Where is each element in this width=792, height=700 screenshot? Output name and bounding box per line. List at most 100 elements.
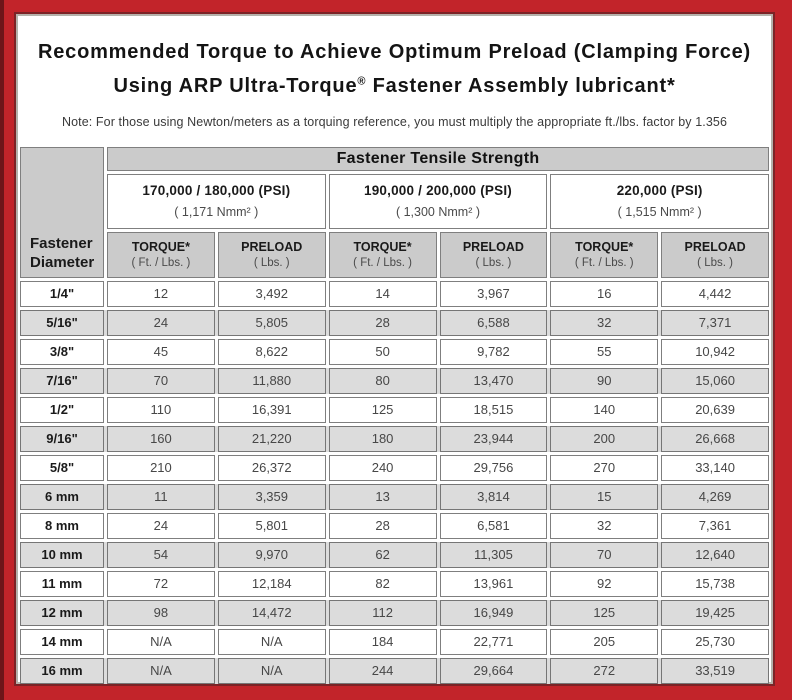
preload-column-header-2: PRELOAD ( Lbs. ) <box>439 231 548 278</box>
content-panel: Recommended Torque to Achieve Optimum Pr… <box>14 12 775 686</box>
preload-value-cell: 10,942 <box>661 338 769 365</box>
torque-value-cell: 14 <box>328 280 437 307</box>
preload-value-cell: 4,442 <box>661 280 769 307</box>
nmm2-rating: ( 1,300 Nmm² ) <box>395 205 481 220</box>
torque-value-cell: 205 <box>550 628 659 655</box>
strength-group-170-180: 170,000 / 180,000 (PSI) ( 1,171 Nmm² ) <box>107 173 326 229</box>
torque-column-header-1: TORQUE* ( Ft. / Lbs. ) <box>107 231 215 278</box>
torque-value-cell: 70 <box>107 367 215 394</box>
table-body: 1/4" 12 3,492 14 3,967 16 4,442 5/16" 24… <box>20 280 769 684</box>
preload-value-cell: 11,305 <box>439 541 548 568</box>
preload-value-cell: 6,581 <box>439 512 548 539</box>
preload-value-cell: 29,756 <box>439 454 548 481</box>
torque-value-cell: 62 <box>328 541 437 568</box>
table-row: 10 mm 54 9,970 62 11,305 70 12,640 <box>20 541 769 568</box>
table-row: 8 mm 24 5,801 28 6,581 32 7,361 <box>20 512 769 539</box>
note-text: Note: For those using Newton/meters as a… <box>61 114 727 129</box>
torque-value-cell: 184 <box>328 628 437 655</box>
diameter-cell: 12 mm <box>20 599 104 626</box>
registered-trademark-symbol: ® <box>357 75 367 87</box>
table-row: 11 mm 72 12,184 82 13,961 92 15,738 <box>20 570 769 597</box>
preload-value-cell: 8,622 <box>217 338 326 365</box>
preload-value-cell: 11,880 <box>217 367 326 394</box>
torque-value-cell: 24 <box>107 512 215 539</box>
torque-value-cell: 13 <box>328 483 437 510</box>
torque-value-cell: 24 <box>107 309 215 336</box>
preload-value-cell: 14,472 <box>217 599 326 626</box>
torque-value-cell: 12 <box>107 280 215 307</box>
torque-table: Fastener Diameter Fastener Tensile Stren… <box>20 146 769 684</box>
diameter-cell: 10 mm <box>20 541 104 568</box>
table-row: 1/4" 12 3,492 14 3,967 16 4,442 <box>20 280 769 307</box>
torque-value-cell: 70 <box>550 541 659 568</box>
torque-value-cell: 15 <box>550 483 659 510</box>
preload-value-cell: 21,220 <box>217 425 326 452</box>
preload-value-cell: 22,771 <box>439 628 548 655</box>
torque-value-cell: 210 <box>107 454 215 481</box>
table-row: 1/2" 110 16,391 125 18,515 140 20,639 <box>20 396 769 423</box>
torque-value-cell: 160 <box>107 425 215 452</box>
torque-value-cell: 32 <box>550 512 659 539</box>
diameter-cell: 5/8" <box>20 454 104 481</box>
preload-value-cell: 3,359 <box>217 483 326 510</box>
preload-value-cell: 26,372 <box>217 454 326 481</box>
preload-value-cell: 16,391 <box>217 396 326 423</box>
preload-column-header-1: PRELOAD ( Lbs. ) <box>217 231 326 278</box>
torque-value-cell: 140 <box>550 396 659 423</box>
torque-value-cell: 50 <box>328 338 437 365</box>
torque-value-cell: N/A <box>107 657 215 684</box>
table-row: 9/16" 160 21,220 180 23,944 200 26,668 <box>20 425 769 452</box>
diameter-cell: 1/2" <box>20 396 104 423</box>
torque-value-cell: N/A <box>107 628 215 655</box>
preload-column-header-3: PRELOAD ( Lbs. ) <box>661 231 769 278</box>
preload-value-cell: 9,970 <box>217 541 326 568</box>
torque-value-cell: 28 <box>328 512 437 539</box>
torque-column-header-3: TORQUE* ( Ft. / Lbs. ) <box>550 231 659 278</box>
table-row: 6 mm 11 3,359 13 3,814 15 4,269 <box>20 483 769 510</box>
preload-value-cell: 5,805 <box>217 309 326 336</box>
torque-value-cell: 125 <box>550 599 659 626</box>
page-title: Recommended Torque to Achieve Optimum Pr… <box>20 38 769 101</box>
preload-value-cell: N/A <box>217 657 326 684</box>
torque-value-cell: 270 <box>550 454 659 481</box>
preload-value-cell: 16,949 <box>439 599 548 626</box>
strength-group-190-200: 190,000 / 200,000 (PSI) ( 1,300 Nmm² ) <box>328 173 548 229</box>
diameter-cell: 1/4" <box>20 280 104 307</box>
table-row: 16 mm N/A N/A 244 29,664 272 33,519 <box>20 657 769 684</box>
preload-value-cell: 3,967 <box>439 280 548 307</box>
preload-value-cell: 7,361 <box>661 512 769 539</box>
strength-group-220: 220,000 (PSI) ( 1,515 Nmm² ) <box>550 173 769 229</box>
torque-value-cell: 180 <box>328 425 437 452</box>
torque-value-cell: 45 <box>107 338 215 365</box>
preload-value-cell: 3,492 <box>217 280 326 307</box>
torque-column-header-2: TORQUE* ( Ft. / Lbs. ) <box>328 231 437 278</box>
preload-value-cell: 26,668 <box>661 425 769 452</box>
preload-value-cell: 7,371 <box>661 309 769 336</box>
preload-value-cell: 20,639 <box>661 396 769 423</box>
torque-value-cell: 11 <box>107 483 215 510</box>
diameter-cell: 14 mm <box>20 628 104 655</box>
preload-value-cell: 19,425 <box>661 599 769 626</box>
torque-value-cell: 90 <box>550 367 659 394</box>
psi-rating: 170,000 / 180,000 (PSI) <box>142 183 291 199</box>
title-block: Recommended Torque to Achieve Optimum Pr… <box>20 38 769 129</box>
preload-value-cell: 23,944 <box>439 425 548 452</box>
preload-value-cell: 15,738 <box>661 570 769 597</box>
table-header: Fastener Diameter Fastener Tensile Stren… <box>20 146 769 278</box>
diameter-cell: 6 mm <box>20 483 104 510</box>
preload-value-cell: 4,269 <box>661 483 769 510</box>
psi-rating: 190,000 / 200,000 (PSI) <box>364 183 512 199</box>
torque-value-cell: 200 <box>550 425 659 452</box>
torque-value-cell: 80 <box>328 367 437 394</box>
preload-value-cell: 13,961 <box>439 570 548 597</box>
torque-value-cell: 16 <box>550 280 659 307</box>
tensile-strength-header: Fastener Tensile Strength <box>107 146 769 171</box>
table-row: 14 mm N/A N/A 184 22,771 205 25,730 <box>20 628 769 655</box>
preload-value-cell: 9,782 <box>439 338 548 365</box>
diameter-cell: 11 mm <box>20 570 104 597</box>
table-row: 7/16" 70 11,880 80 13,470 90 15,060 <box>20 367 769 394</box>
title-line-2: Using ARP Ultra-Torque® Fastener Assembl… <box>113 74 676 97</box>
table-row: 3/8" 45 8,622 50 9,782 55 10,942 <box>20 338 769 365</box>
torque-value-cell: 54 <box>107 541 215 568</box>
